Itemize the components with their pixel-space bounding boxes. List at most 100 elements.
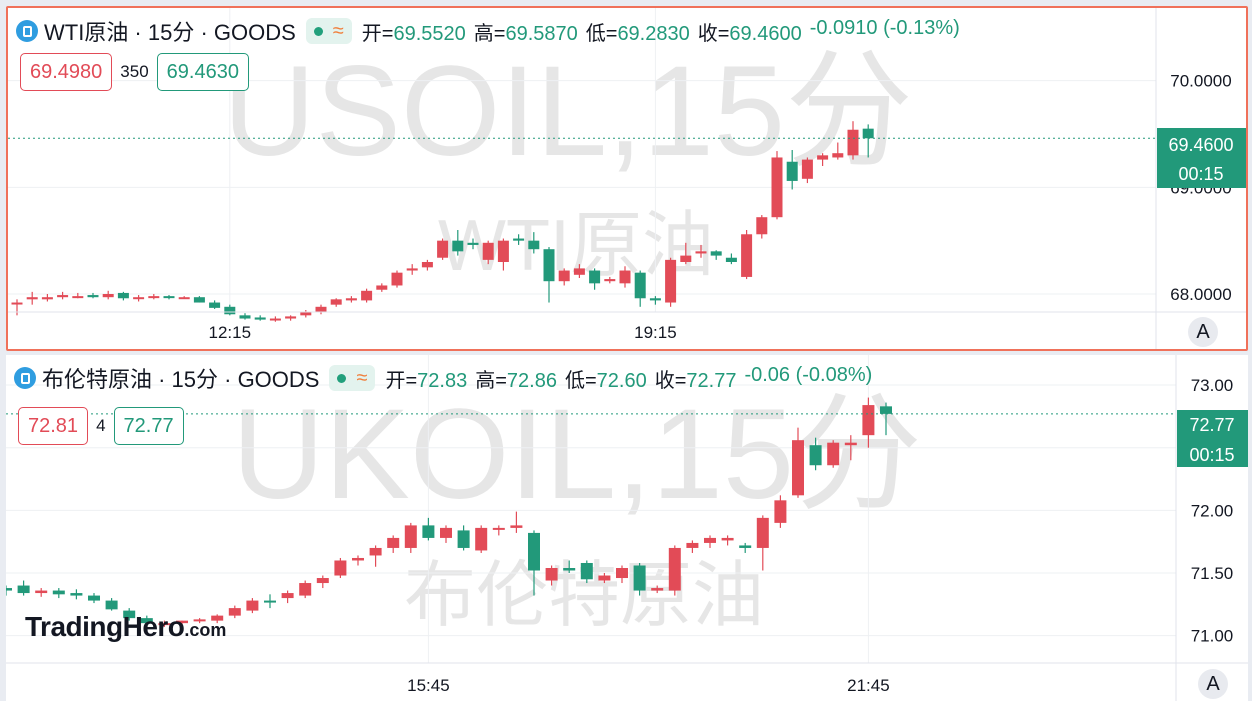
brand-name: TradingHero	[25, 611, 185, 642]
auto-scale-button[interactable]: A	[1198, 669, 1228, 699]
candle-body	[801, 159, 813, 179]
candle-body	[721, 537, 734, 541]
candle	[651, 585, 664, 594]
candle	[264, 594, 276, 609]
candle	[686, 540, 699, 553]
candle-body	[545, 568, 558, 581]
candle	[11, 299, 23, 316]
candle	[102, 290, 114, 300]
candle-body	[725, 257, 737, 262]
candle-body	[285, 316, 297, 319]
market-status[interactable]: ≈	[329, 365, 376, 391]
candle	[862, 397, 875, 448]
countdown-label: 00:15	[1178, 164, 1223, 184]
candle	[193, 618, 206, 624]
candle-body	[513, 238, 525, 241]
last-price-label: 72.77	[1189, 415, 1234, 435]
open-label: 开=	[385, 369, 418, 392]
candle	[224, 304, 236, 316]
candle-body	[510, 525, 523, 528]
candle-body	[11, 302, 23, 305]
symbol-logo-icon[interactable]	[16, 20, 38, 42]
candles	[11, 121, 874, 322]
candle	[299, 580, 312, 599]
candle	[452, 230, 464, 256]
candle	[176, 620, 188, 626]
candle	[725, 253, 737, 265]
candle-body	[26, 297, 38, 300]
countdown-label: 00:15	[1189, 445, 1234, 465]
buy-button[interactable]: 72.77	[113, 407, 184, 445]
candle	[563, 560, 576, 574]
candle	[158, 620, 171, 627]
candle	[345, 296, 357, 303]
candle	[72, 292, 84, 299]
candle	[315, 304, 327, 315]
candle-body	[844, 442, 857, 446]
candle	[786, 150, 798, 190]
candles	[6, 397, 892, 627]
candle	[88, 593, 100, 604]
watermark-symbol: USOIL,15分	[223, 40, 913, 183]
x-axis[interactable]: 12:15 19:15	[209, 323, 677, 342]
trade-panel: 72.81 4 72.77	[18, 407, 184, 445]
candle	[105, 598, 118, 611]
x-axis[interactable]: 15:45 21:45	[407, 676, 890, 695]
candle	[880, 402, 892, 436]
y-tick-label: 72.00	[1191, 501, 1234, 520]
symbol-title[interactable]: WTI原油 · 15分 · GOODS	[44, 20, 296, 45]
candle-body	[440, 527, 452, 538]
sell-button[interactable]: 69.4980	[20, 53, 113, 91]
candle	[680, 242, 692, 265]
candle-body	[211, 615, 224, 621]
candle-body	[52, 590, 65, 595]
buy-button[interactable]: 69.4630	[156, 53, 249, 91]
candle-body	[422, 525, 435, 538]
candle-body	[316, 578, 329, 584]
candle	[649, 296, 661, 305]
candle	[376, 283, 388, 292]
last-price-tag: 69.4600 00:15	[1157, 128, 1246, 188]
sell-button[interactable]: 72.81	[18, 407, 89, 445]
ohlc-values: 开=69.5520 高=69.5870 低=69.2830 收=69.4600 …	[362, 17, 960, 46]
candle-body	[369, 547, 382, 556]
candle-body	[193, 619, 206, 622]
candle-body	[88, 595, 100, 601]
ukoil-chart-canvas[interactable]: UKOIL,15分 布伦特原油 73.0072.5072.0071.5071.0…	[6, 355, 1248, 701]
candle	[756, 515, 769, 571]
high-value: 72.86	[506, 369, 557, 392]
candle-body	[299, 583, 312, 596]
candle	[510, 511, 523, 533]
candle-body	[269, 318, 281, 321]
market-open-dot-icon	[337, 373, 347, 383]
candle-body	[695, 251, 707, 254]
candle-body	[361, 290, 373, 301]
candle	[741, 230, 753, 280]
candle-body	[880, 406, 892, 414]
auto-scale-button[interactable]: A	[1188, 317, 1218, 347]
candle-body	[665, 259, 677, 303]
chart-pane-ukoil[interactable]: UKOIL,15分 布伦特原油 73.0072.5072.0071.5071.0…	[6, 355, 1248, 701]
symbol-logo-icon[interactable]	[14, 367, 36, 389]
candle-body	[832, 153, 844, 158]
candle-body	[246, 600, 259, 611]
low-value: 72.60	[596, 369, 647, 392]
market-status[interactable]: ≈	[305, 18, 352, 44]
candle-body	[35, 590, 48, 594]
candle	[604, 276, 616, 284]
candle-body	[228, 608, 241, 616]
candle-body	[17, 585, 30, 594]
candle-body	[573, 268, 585, 275]
candle	[467, 238, 479, 250]
symbol-title[interactable]: 布伦特原油 · 15分 · GOODS	[42, 367, 320, 392]
candle-body	[163, 296, 175, 299]
candle	[330, 298, 342, 307]
candle	[316, 575, 329, 589]
candle	[695, 244, 707, 258]
candle-body	[224, 306, 236, 315]
candle-body	[668, 547, 681, 591]
candle-body	[41, 297, 53, 300]
candle-body	[57, 295, 69, 298]
